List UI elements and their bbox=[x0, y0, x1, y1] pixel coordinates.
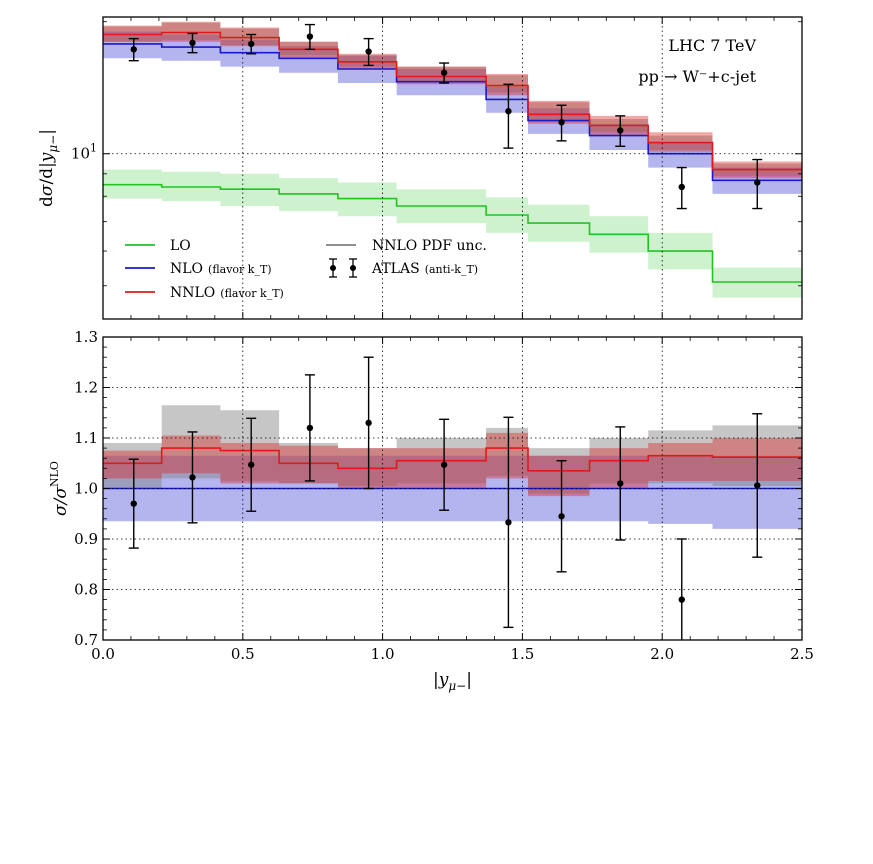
top-data-point bbox=[440, 69, 448, 76]
annotation-process: pp → W⁻+c-jet bbox=[638, 67, 756, 86]
x-label-bar: | bbox=[433, 670, 439, 690]
x-axis-label: |yμ−| bbox=[433, 670, 472, 693]
bottom-y-axis-label: σ/σNLO bbox=[48, 461, 71, 516]
nnlo-legend-main: NNLO bbox=[170, 285, 215, 301]
x-tick-label: 1.5 bbox=[510, 645, 534, 663]
bottom-line-nnlo bbox=[103, 447, 802, 472]
top-data-point bbox=[617, 127, 624, 134]
y-label-sigma: σ bbox=[37, 184, 57, 196]
top-band-nnlo-pdf-unc- bbox=[103, 22, 802, 176]
bottom-data-point bbox=[754, 482, 761, 489]
y-tick-label: 1.1 bbox=[74, 429, 98, 447]
x-tick-label: 2.0 bbox=[650, 645, 674, 663]
y-tick-label: 0.8 bbox=[74, 581, 98, 599]
top-data-point bbox=[130, 46, 137, 53]
x-tick-label: 2.5 bbox=[790, 645, 814, 663]
x-tick-label: 0.5 bbox=[231, 645, 255, 663]
top-line-lo bbox=[103, 183, 802, 283]
top-line-nnlo bbox=[103, 31, 802, 171]
nnlo-legend-label: NNLO (flavor k_T) bbox=[170, 285, 284, 301]
x-label-bar2: | bbox=[466, 670, 472, 690]
nlo-legend-main: NLO bbox=[170, 261, 203, 277]
top-data-point bbox=[306, 33, 314, 40]
y-label-bar: | bbox=[37, 129, 57, 135]
top-panel-frame bbox=[102, 16, 803, 320]
y-label-sup: NLO bbox=[48, 461, 61, 487]
bottom-data-point bbox=[617, 480, 624, 487]
y-tick-label: 0.9 bbox=[74, 530, 98, 548]
top-band-nlo bbox=[103, 31, 802, 194]
lo-legend-main: LO bbox=[170, 238, 191, 254]
atlas-legend-dot bbox=[350, 265, 356, 271]
x-label-sub: μ− bbox=[448, 679, 466, 693]
y-tick-label: 1.0 bbox=[74, 480, 98, 498]
top-data-point bbox=[754, 179, 761, 186]
top-band-lo bbox=[103, 169, 802, 298]
y-label-sigma: σ/σ bbox=[51, 487, 71, 516]
bottom-band-nnlo bbox=[103, 432, 802, 497]
top-data-point bbox=[189, 39, 196, 47]
top-y-axis-label: dσ/d|yμ−| bbox=[37, 129, 60, 207]
bottom-data-point bbox=[306, 424, 314, 432]
x-tick-label: 1.0 bbox=[371, 645, 395, 663]
top-panel-plot-area bbox=[103, 21, 802, 298]
y-label-d: d bbox=[37, 196, 57, 207]
pdf-legend-label: NNLO PDF unc. bbox=[372, 238, 487, 254]
atlas-legend-sub: (anti-k_T) bbox=[425, 263, 478, 276]
lo-legend-label: LO bbox=[170, 238, 191, 254]
top-band-nnlo bbox=[103, 21, 802, 179]
bottom-data-point bbox=[505, 519, 512, 526]
top-data-point bbox=[365, 48, 372, 55]
y-tick-label: 0.7 bbox=[74, 631, 98, 649]
nnlo-legend-sub: (flavor k_T) bbox=[220, 287, 284, 300]
y-tick-label: 1.2 bbox=[74, 379, 98, 397]
annotation-energy: LHC 7 TeV bbox=[668, 36, 756, 55]
nlo-legend-sub: (flavor k_T) bbox=[208, 263, 272, 276]
y-label-y: y bbox=[37, 152, 57, 163]
bottom-data-point bbox=[558, 513, 565, 520]
top-data-point bbox=[678, 183, 685, 191]
x-tick-label: 0.0 bbox=[91, 645, 115, 663]
bottom-data-point bbox=[130, 500, 137, 507]
top-data-point bbox=[558, 119, 565, 126]
bottom-band-nnlo-pdf-unc- bbox=[103, 405, 802, 494]
y-label-sub: μ− bbox=[46, 135, 60, 153]
x-label-y: y bbox=[438, 670, 449, 690]
top-data-point bbox=[247, 40, 255, 48]
atlas-legend-main: ATLAS bbox=[371, 261, 420, 277]
y-tick-label-exponent: 1 bbox=[90, 142, 97, 155]
top-data-point bbox=[505, 108, 512, 115]
atlas-legend-dot bbox=[330, 265, 336, 271]
bottom-data-point bbox=[678, 596, 685, 603]
y-label-slash: /d| bbox=[37, 162, 57, 184]
bottom-band-nlo bbox=[103, 455, 802, 529]
bottom-data-point bbox=[247, 461, 255, 468]
nlo-legend-label: NLO (flavor k_T) bbox=[170, 261, 272, 277]
bottom-data-point bbox=[189, 474, 196, 481]
bottom-data-point bbox=[365, 419, 372, 427]
y-tick-label: 1.3 bbox=[74, 328, 98, 346]
top-line-nlo bbox=[103, 43, 802, 182]
atlas-legend-label: ATLAS (anti-k_T) bbox=[371, 261, 478, 277]
pdf-legend-main: NNLO PDF unc. bbox=[372, 238, 487, 254]
bottom-data-point bbox=[440, 461, 448, 468]
y-tick-label: 101 bbox=[71, 142, 97, 163]
y-tick-label-base: 10 bbox=[71, 145, 90, 163]
bottom-panel-plot-area bbox=[103, 356, 802, 640]
